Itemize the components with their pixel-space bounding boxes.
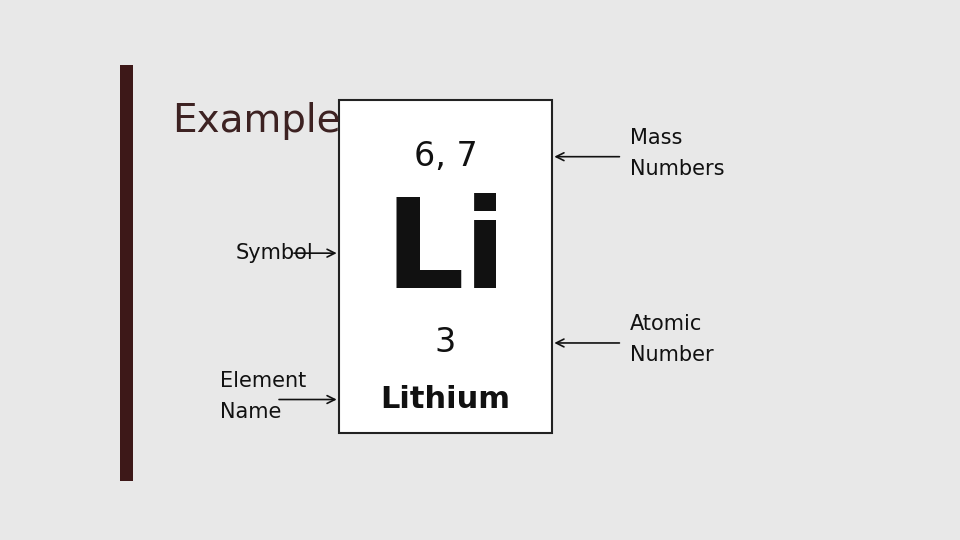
Text: Mass: Mass <box>630 128 682 148</box>
Bar <box>120 65 133 481</box>
Bar <box>340 100 551 433</box>
Text: Name: Name <box>221 402 282 422</box>
Text: Number: Number <box>630 346 713 366</box>
Text: Lithium: Lithium <box>380 385 511 414</box>
Text: Numbers: Numbers <box>630 159 724 179</box>
Text: Symbol: Symbol <box>235 243 313 263</box>
Text: 6, 7: 6, 7 <box>414 140 477 173</box>
Text: 3: 3 <box>435 327 456 360</box>
Text: Example: Example <box>172 102 341 140</box>
Text: Atomic: Atomic <box>630 314 702 334</box>
Text: Li: Li <box>384 193 507 314</box>
Text: Element: Element <box>221 371 306 391</box>
